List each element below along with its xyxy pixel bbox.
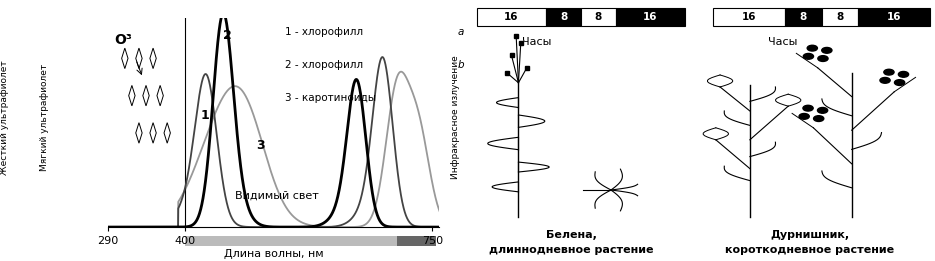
Circle shape (895, 80, 905, 85)
Circle shape (899, 72, 909, 77)
Text: 16: 16 (504, 12, 519, 22)
Text: a: a (458, 27, 464, 37)
Circle shape (822, 48, 832, 53)
Bar (712, 8, 785, 26)
Text: длиннодневное растение: длиннодневное растение (489, 245, 654, 255)
Bar (477, 8, 546, 26)
Circle shape (813, 116, 824, 121)
Text: 3: 3 (256, 139, 265, 152)
Text: 16: 16 (643, 12, 657, 22)
Text: 3 - каротиноиды: 3 - каротиноиды (285, 93, 376, 103)
Text: 1: 1 (201, 109, 209, 122)
Text: 2 - хлорофилл: 2 - хлорофилл (285, 60, 367, 70)
Text: Часы: Часы (768, 37, 797, 46)
Text: короткодневное растение: короткодневное растение (726, 245, 895, 255)
Text: 8: 8 (560, 12, 568, 22)
Text: b: b (458, 60, 465, 70)
Circle shape (880, 78, 890, 83)
Bar (615, 8, 685, 26)
X-axis label: Длина волны, нм: Длина волны, нм (223, 249, 324, 259)
Text: 16: 16 (887, 12, 901, 22)
Circle shape (884, 69, 894, 75)
Circle shape (818, 56, 828, 61)
Text: Жесткий ультрафиолет: Жесткий ультрафиолет (0, 60, 9, 175)
Circle shape (807, 45, 817, 51)
Bar (185, 236, 404, 246)
Text: Часы: Часы (523, 37, 552, 46)
Text: 8: 8 (836, 12, 843, 22)
Text: 16: 16 (741, 12, 756, 22)
Circle shape (817, 108, 827, 113)
Bar (397, 236, 436, 246)
Bar (858, 8, 930, 26)
Text: Мягкий ультрафиолет: Мягкий ультрафиолет (40, 64, 50, 171)
Text: 8: 8 (595, 12, 602, 22)
Circle shape (799, 114, 810, 119)
Text: 1 - хлорофилл: 1 - хлорофилл (285, 27, 367, 37)
Text: 8: 8 (799, 12, 807, 22)
Text: Белена,: Белена, (546, 230, 597, 240)
Text: Инфракрасное излучение: Инфракрасное излучение (451, 56, 460, 179)
Circle shape (803, 105, 813, 111)
Text: 2: 2 (223, 29, 232, 42)
Circle shape (803, 54, 813, 59)
Text: Видимый свет: Видимый свет (235, 191, 319, 201)
Bar (581, 8, 615, 26)
Bar (785, 8, 822, 26)
Text: О³: О³ (114, 33, 132, 47)
Bar (822, 8, 858, 26)
Text: Дурнишник,: Дурнишник, (770, 230, 850, 240)
Bar (546, 8, 581, 26)
